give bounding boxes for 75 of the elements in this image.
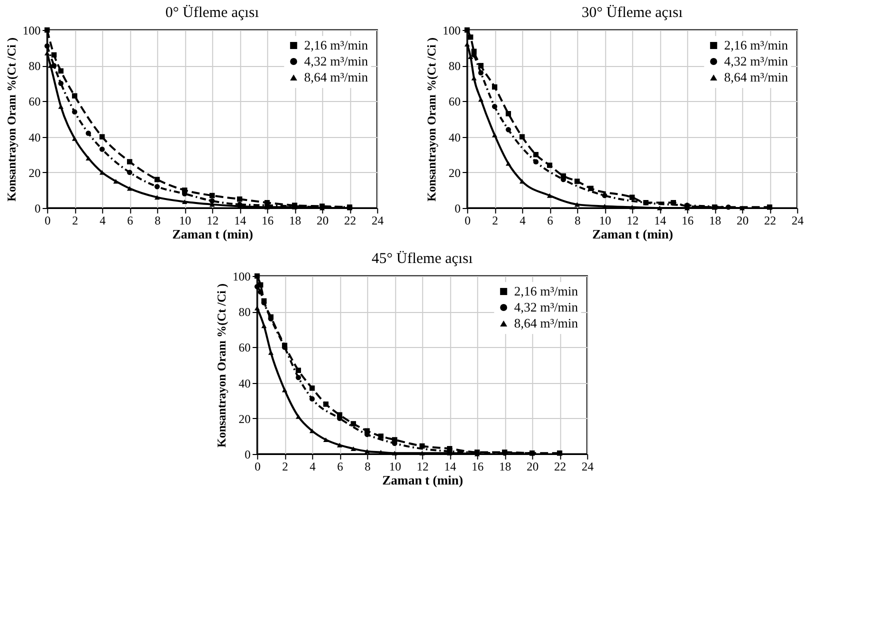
x-tick-label: 18: [709, 214, 722, 228]
y-tick-label: 40: [448, 130, 461, 144]
legend-label: 2,16 m³/min: [724, 38, 788, 52]
x-tick-label: 12: [626, 214, 639, 228]
x-axis-title: Zaman t (min): [172, 226, 254, 242]
y-tick-label: 20: [28, 166, 41, 180]
y-axis-title: Konsantrayon Oranı %(Ct /Ci ): [214, 283, 229, 448]
y-tick-label: 20: [238, 412, 251, 426]
x-tick-label: 6: [127, 214, 134, 228]
x-tick-label: 20: [736, 214, 749, 228]
x-tick-label: 0: [44, 214, 51, 228]
x-tick-label: 24: [372, 214, 384, 228]
x-tick-label: 10: [389, 460, 402, 474]
legend-label: 4,32 m³/min: [514, 300, 578, 314]
x-tick-label: 16: [262, 214, 274, 228]
x-tick-label: 18: [499, 460, 512, 474]
chart-title: 45° Üfleme açısı: [372, 250, 473, 267]
x-tick-label: 2: [492, 214, 498, 228]
y-tick-label: 80: [238, 305, 251, 320]
y-tick-label: 0: [244, 448, 251, 462]
x-tick-label: 16: [472, 460, 484, 474]
x-tick-label: 0: [254, 460, 261, 474]
x-tick-label: 12: [206, 214, 219, 228]
legend-label: 8,64 m³/min: [304, 70, 368, 84]
y-axis-title: Konsantrayon Oranı %(Ct /Ci ): [4, 37, 19, 202]
legend-label: 4,32 m³/min: [304, 54, 368, 68]
y-tick-label: 60: [28, 94, 41, 109]
x-tick-label: 22: [764, 214, 776, 228]
legend-label: 8,64 m³/min: [514, 316, 578, 330]
x-tick-label: 6: [547, 214, 554, 228]
x-tick-label: 6: [337, 460, 344, 474]
x-tick-label: 20: [526, 460, 539, 474]
x-tick-label: 4: [100, 214, 106, 228]
y-tick-label: 80: [448, 59, 461, 74]
x-tick-label: 24: [582, 460, 594, 474]
y-tick-label: 80: [28, 59, 41, 74]
y-tick-label: 0: [454, 202, 461, 216]
x-tick-label: 10: [599, 214, 612, 228]
x-tick-label: 12: [416, 460, 429, 474]
x-tick-label: 0: [464, 214, 471, 228]
x-tick-label: 22: [344, 214, 356, 228]
x-axis-title: Zaman t (min): [592, 226, 674, 242]
x-axis-title: Zaman t (min): [382, 472, 464, 488]
y-tick-label: 40: [28, 130, 41, 144]
x-tick-label: 18: [289, 214, 302, 228]
y-tick-label: 100: [442, 24, 461, 38]
x-tick-label: 8: [154, 214, 161, 228]
legend-label: 2,16 m³/min: [304, 38, 368, 52]
x-tick-label: 14: [234, 214, 246, 228]
x-tick-label: 20: [316, 214, 329, 228]
x-tick-label: 2: [72, 214, 78, 228]
y-tick-label: 60: [448, 94, 461, 109]
y-axis-title: Konsantrayon Oranı %(Ct /Ci ): [424, 37, 439, 202]
legend-label: 8,64 m³/min: [724, 70, 788, 84]
x-tick-label: 22: [554, 460, 566, 474]
y-tick-label: 0: [34, 202, 41, 216]
chart-title: 30° Üfleme açısı: [582, 4, 683, 21]
x-tick-label: 16: [682, 214, 694, 228]
x-tick-label: 14: [444, 460, 456, 474]
x-tick-label: 24: [792, 214, 804, 228]
y-tick-label: 20: [448, 166, 461, 180]
y-tick-label: 100: [22, 24, 41, 38]
legend-label: 4,32 m³/min: [724, 54, 788, 68]
y-tick-label: 60: [238, 340, 251, 355]
chart-title: 0° Üfleme açısı: [165, 4, 259, 21]
x-tick-label: 8: [574, 214, 581, 228]
x-tick-label: 8: [364, 460, 371, 474]
x-tick-label: 14: [654, 214, 666, 228]
y-tick-label: 40: [238, 376, 251, 390]
x-tick-label: 10: [179, 214, 192, 228]
legend-label: 2,16 m³/min: [514, 284, 578, 298]
x-tick-label: 4: [310, 460, 316, 474]
x-tick-label: 2: [282, 460, 288, 474]
x-tick-label: 4: [520, 214, 526, 228]
y-tick-label: 100: [232, 270, 251, 284]
